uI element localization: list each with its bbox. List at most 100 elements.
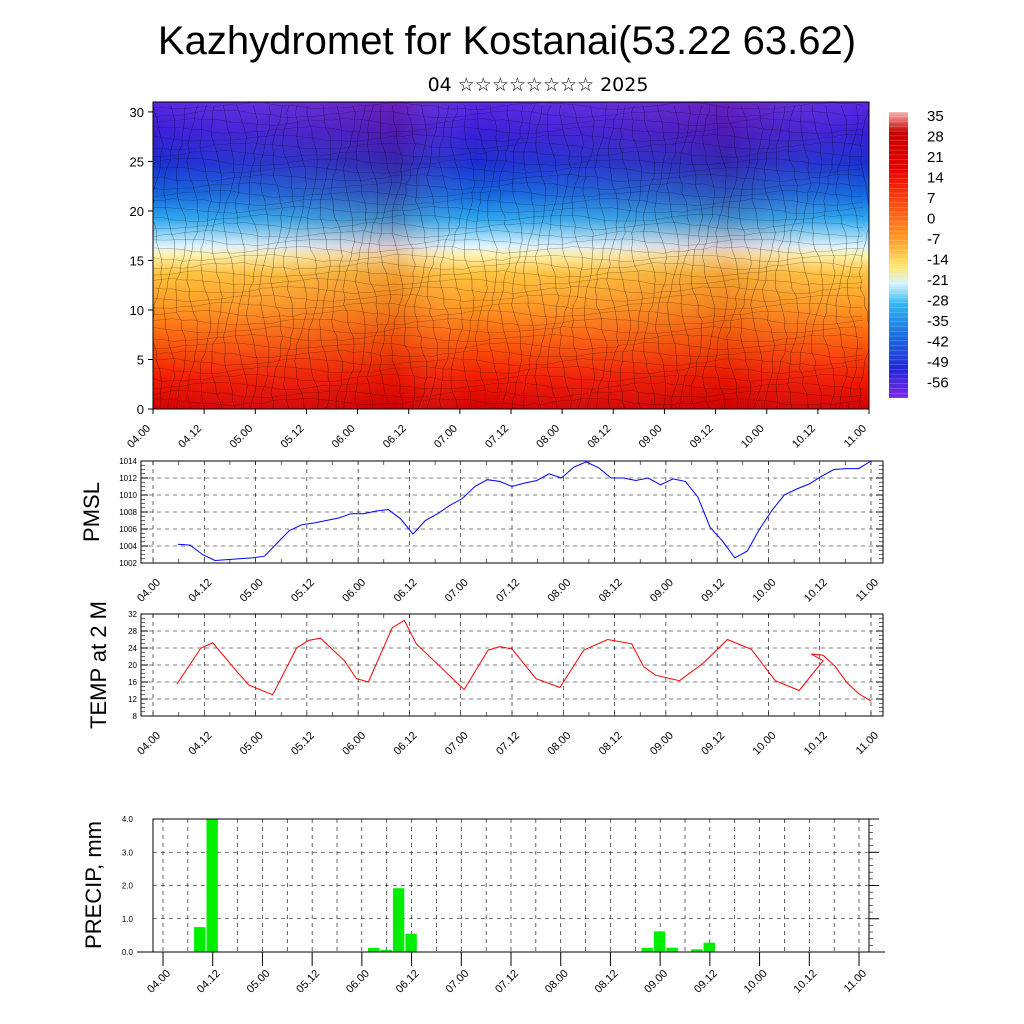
streamline (534, 104, 548, 409)
x-tick-label: 07.12 (494, 577, 522, 605)
x-tick-label: 04.12 (176, 423, 204, 451)
y-tick-label: 15 (130, 253, 144, 268)
precip-bar (703, 942, 715, 952)
x-tick-label: 11.00 (854, 730, 881, 757)
colorbar-label: 21 (927, 149, 944, 166)
streamline (546, 104, 560, 409)
y-tick-label: 25 (130, 154, 144, 169)
streamline (402, 104, 416, 409)
x-tick-label: 07.12 (494, 730, 522, 758)
streamline (153, 278, 864, 287)
pmsl-y-axis: 1002 1004 1006 1008 1010 1012 1014 (119, 457, 883, 568)
chart-subtitle: 04 ☆☆☆☆☆☆☆☆ 2025 (428, 74, 649, 96)
x-tick-label: 10.12 (802, 577, 830, 605)
colorbar-scale (889, 112, 908, 398)
colorbar-label: -21 (927, 272, 949, 289)
x-tick-label: 05.12 (279, 423, 307, 451)
x-tick-label: 07.00 (432, 423, 460, 451)
streamline (153, 174, 864, 183)
temp-x-axis: 04.00 04.12 05.00 05.12 06.00 06.12 07.00 07.12… (135, 730, 881, 758)
streamline (186, 104, 199, 409)
chart-title: Kazhydromet for Kostanai(53.22 63.62) (158, 19, 856, 63)
x-tick-label: 06.00 (330, 423, 358, 451)
y-tick-label: 16 (128, 678, 137, 687)
y-tick-label: 4.0 (122, 815, 134, 824)
streamline (234, 104, 248, 409)
streamline (153, 261, 864, 270)
x-tick-label: 06.12 (392, 577, 420, 605)
y-tick-label: 3.0 (122, 848, 134, 857)
streamline (726, 104, 740, 409)
precip-bar (206, 819, 218, 952)
streamline (450, 104, 463, 409)
streamline (153, 334, 864, 342)
precip-bar (653, 931, 666, 952)
streamline (594, 104, 608, 409)
x-tick-label: 06.12 (392, 730, 420, 758)
x-tick-label: 07.00 (443, 730, 471, 758)
y-tick-label: 8 (133, 712, 138, 721)
streamline (153, 309, 864, 319)
streamline (775, 104, 788, 409)
x-tick-label: 10.00 (742, 968, 770, 996)
streamline (787, 104, 799, 409)
colorbar-label: -56 (927, 375, 949, 392)
streamline (153, 197, 864, 206)
streamline (153, 105, 164, 409)
streamline (858, 108, 869, 409)
streamline (246, 104, 259, 409)
x-tick-label: 05.00 (238, 577, 266, 605)
x-tick-label: 10.00 (751, 730, 779, 758)
streamline (153, 149, 864, 158)
heatmap-warm-pockets (153, 102, 869, 409)
x-tick-label: 09.12 (699, 730, 727, 758)
y-tick-label: 2.0 (122, 882, 134, 891)
x-tick-label: 08.12 (597, 730, 625, 758)
streamline (153, 373, 864, 383)
streamline (210, 104, 223, 409)
precip-y-axis: 0.0 1.0 2.0 3.0 4.0 (122, 815, 885, 957)
cross-section-panel: 0 5 10 15 20 25 30 04.00 04.12 05.00 05.12 06.00 06… (125, 101, 949, 451)
streamline (153, 365, 864, 375)
precip-bar (405, 933, 417, 952)
wind-streamlines (153, 102, 869, 409)
colorbar-label: -14 (927, 252, 949, 269)
colorbar-label: -42 (927, 334, 949, 351)
precip-bar (368, 948, 380, 952)
x-tick-label: 09.00 (637, 423, 665, 451)
streamline (153, 165, 864, 174)
y-tick-label: 20 (130, 204, 144, 219)
streamline (642, 104, 656, 409)
temp-series-line (176, 619, 872, 702)
streamline (153, 398, 864, 407)
streamline (258, 104, 271, 409)
y-tick-label: 1010 (119, 491, 137, 500)
colorbar: 35 28 21 14 7 0 -7 -14 -21 -28 -35 -42 -49 -56 (889, 108, 949, 399)
precip-bar (194, 927, 206, 952)
streamline (153, 229, 864, 239)
x-tick-label: 04.00 (125, 423, 153, 451)
y-tick-label: 12 (128, 695, 137, 704)
pmsl-ylabel: PMSL (79, 482, 104, 542)
streamline (153, 126, 864, 135)
x-tick-label: 05.12 (294, 968, 322, 996)
streamline (162, 104, 176, 409)
precip-ylabel: PRECIP, mm (81, 821, 106, 949)
x-tick-label: 06.00 (340, 730, 368, 758)
x-tick-label: 09.00 (648, 577, 676, 605)
streamline (354, 104, 367, 409)
streamline (282, 104, 295, 409)
streamline (153, 358, 864, 367)
x-tick-label: 11.00 (842, 423, 869, 450)
streamline (153, 190, 864, 199)
x-tick-label: 05.00 (238, 730, 266, 758)
streamline (378, 104, 392, 409)
pmsl-grid (141, 461, 883, 563)
precip-panel: 0.0 1.0 2.0 3.0 4.0 04.00 04.12 05.00 05.12 06.0… (81, 815, 885, 996)
x-tick-label: 05.12 (289, 577, 317, 605)
x-tick-label: 10.00 (751, 577, 779, 605)
streamline (153, 349, 864, 358)
y-tick-label: 1.0 (122, 915, 134, 924)
